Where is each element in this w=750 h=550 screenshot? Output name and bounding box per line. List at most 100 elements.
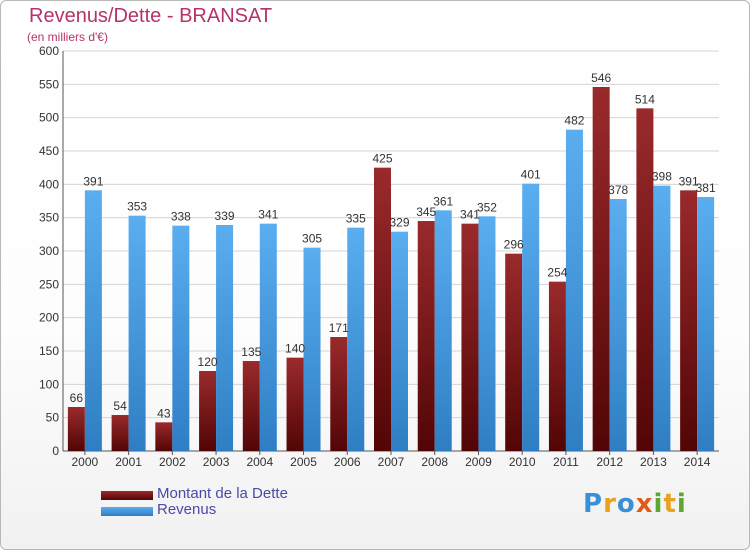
bars bbox=[67, 87, 715, 452]
bar-dette bbox=[636, 108, 654, 451]
data-label-revenus: 401 bbox=[521, 168, 541, 182]
legend-label-debt: Montant de la Dette bbox=[157, 485, 288, 502]
bar-revenus bbox=[172, 225, 190, 451]
data-label-dette: 345 bbox=[416, 205, 436, 219]
data-label-revenus: 335 bbox=[346, 212, 366, 226]
bar-revenus bbox=[653, 185, 671, 451]
data-label-dette: 140 bbox=[285, 342, 305, 356]
data-label-dette: 54 bbox=[113, 399, 127, 413]
x-tick-label: 2011 bbox=[553, 455, 579, 469]
logo-letter: i bbox=[653, 489, 664, 519]
data-label-dette: 120 bbox=[198, 355, 218, 369]
x-tick-label: 2000 bbox=[72, 455, 99, 469]
y-tick-label: 400 bbox=[39, 177, 59, 191]
x-tick-label: 2014 bbox=[684, 455, 711, 469]
x-tick-label: 2001 bbox=[115, 455, 142, 469]
data-label-revenus: 305 bbox=[302, 232, 322, 246]
bar-revenus bbox=[259, 223, 277, 451]
bar-revenus bbox=[434, 210, 452, 451]
x-tick-label: 2004 bbox=[246, 455, 273, 469]
axes: 0 50 100 150 200 250 300 350 400 450 500 550 600 2000… bbox=[39, 44, 719, 469]
x-tick-label: 2007 bbox=[378, 455, 405, 469]
data-label-dette: 296 bbox=[504, 238, 524, 252]
proxiti-logo: Proxiti bbox=[583, 489, 687, 519]
y-tick-label: 100 bbox=[39, 377, 59, 391]
y-tick-label: 550 bbox=[39, 77, 59, 91]
data-label-dette: 341 bbox=[460, 208, 480, 222]
legend-swatch-revenus bbox=[101, 507, 153, 516]
legend-swatch-debt bbox=[101, 491, 153, 500]
data-label-dette: 254 bbox=[547, 266, 567, 280]
bar-revenus bbox=[303, 247, 321, 451]
data-label-revenus: 338 bbox=[171, 210, 191, 224]
data-label-revenus: 398 bbox=[652, 170, 672, 184]
bar-revenus bbox=[84, 190, 102, 452]
logo-letter: r bbox=[603, 489, 617, 519]
bar-dette bbox=[199, 371, 217, 451]
logo-letter: x bbox=[635, 489, 654, 519]
bar-revenus bbox=[478, 216, 496, 451]
x-tick-label: 2013 bbox=[640, 455, 667, 469]
data-label-dette: 135 bbox=[241, 345, 261, 359]
y-tick-label: 200 bbox=[39, 311, 59, 325]
x-tick-label: 2005 bbox=[290, 455, 317, 469]
y-tick-label: 350 bbox=[39, 211, 59, 225]
bar-revenus bbox=[697, 197, 715, 451]
data-labels: 66 391 54 353 43 338 120 339 135 341 140 305 171 335 4… bbox=[70, 71, 716, 420]
data-label-dette: 43 bbox=[157, 406, 171, 420]
y-tick-label: 150 bbox=[39, 344, 59, 358]
data-label-revenus: 482 bbox=[564, 114, 584, 128]
y-tick-label: 0 bbox=[52, 444, 59, 458]
data-label-revenus: 341 bbox=[258, 208, 278, 222]
logo-letter: P bbox=[583, 489, 604, 519]
bar-dette bbox=[286, 357, 304, 451]
data-label-revenus: 381 bbox=[696, 181, 716, 195]
data-label-dette: 425 bbox=[372, 152, 392, 166]
y-tick-label: 600 bbox=[39, 44, 59, 58]
data-label-dette: 546 bbox=[591, 71, 611, 85]
x-tick-label: 2008 bbox=[421, 455, 448, 469]
chart-subtitle: (en milliers d'€) bbox=[27, 30, 108, 44]
bar-dette bbox=[417, 221, 435, 451]
bar-revenus bbox=[565, 129, 583, 451]
bar-revenus bbox=[609, 199, 627, 451]
logo-letter: i bbox=[676, 489, 687, 519]
y-tick-label: 450 bbox=[39, 144, 59, 158]
bar-dette bbox=[111, 415, 129, 451]
bar-dette bbox=[461, 223, 479, 451]
bar-revenus bbox=[128, 215, 146, 451]
bar-revenus bbox=[522, 183, 540, 451]
bar-dette bbox=[548, 281, 566, 451]
data-label-revenus: 329 bbox=[389, 216, 409, 230]
x-tick-label: 2012 bbox=[596, 455, 623, 469]
logo-letter: o bbox=[616, 489, 636, 519]
bar-dette bbox=[592, 87, 610, 451]
x-tick-label: 2002 bbox=[159, 455, 186, 469]
data-label-dette: 171 bbox=[329, 321, 349, 335]
bar-revenus bbox=[216, 225, 234, 451]
data-label-revenus: 361 bbox=[433, 194, 453, 208]
x-tick-label: 2003 bbox=[203, 455, 230, 469]
y-tick-label: 50 bbox=[46, 411, 60, 425]
data-label-dette: 66 bbox=[70, 391, 84, 405]
logo-letter: t bbox=[663, 489, 677, 519]
bar-dette bbox=[505, 253, 523, 451]
bar-revenus bbox=[347, 227, 365, 451]
data-label-revenus: 353 bbox=[127, 200, 147, 214]
bar-dette bbox=[242, 361, 260, 451]
y-tick-label: 250 bbox=[39, 277, 59, 291]
bar-dette bbox=[67, 407, 85, 451]
legend-label-revenus: Revenus bbox=[157, 501, 217, 518]
bar-revenus bbox=[391, 231, 408, 451]
y-tick-label: 500 bbox=[39, 111, 59, 125]
bar-dette bbox=[374, 167, 391, 451]
data-label-revenus: 391 bbox=[83, 174, 103, 188]
data-label-dette: 391 bbox=[679, 174, 699, 188]
data-label-revenus: 352 bbox=[477, 200, 497, 214]
y-tick-label: 300 bbox=[39, 244, 59, 258]
x-tick-label: 2006 bbox=[334, 455, 361, 469]
data-label-dette: 514 bbox=[635, 92, 655, 106]
x-tick-label: 2010 bbox=[509, 455, 536, 469]
